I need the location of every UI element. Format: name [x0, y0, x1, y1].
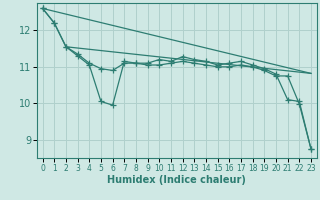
X-axis label: Humidex (Indice chaleur): Humidex (Indice chaleur): [108, 175, 246, 185]
